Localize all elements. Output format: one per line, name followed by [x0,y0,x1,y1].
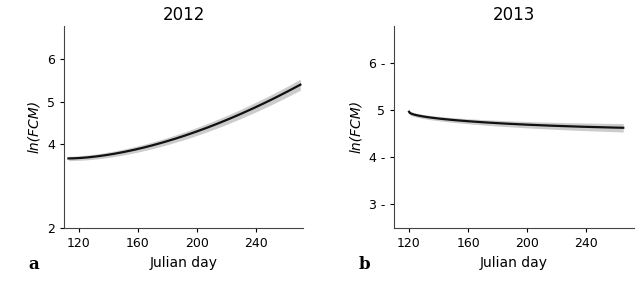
Y-axis label: ln(FCM): ln(FCM) [349,100,364,153]
X-axis label: Julian day: Julian day [480,256,548,270]
Text: a: a [28,256,39,272]
X-axis label: Julian day: Julian day [150,256,218,270]
Y-axis label: ln(FCM): ln(FCM) [28,100,42,153]
Title: 2013: 2013 [493,6,535,24]
Title: 2012: 2012 [163,6,205,24]
Text: b: b [358,256,370,272]
